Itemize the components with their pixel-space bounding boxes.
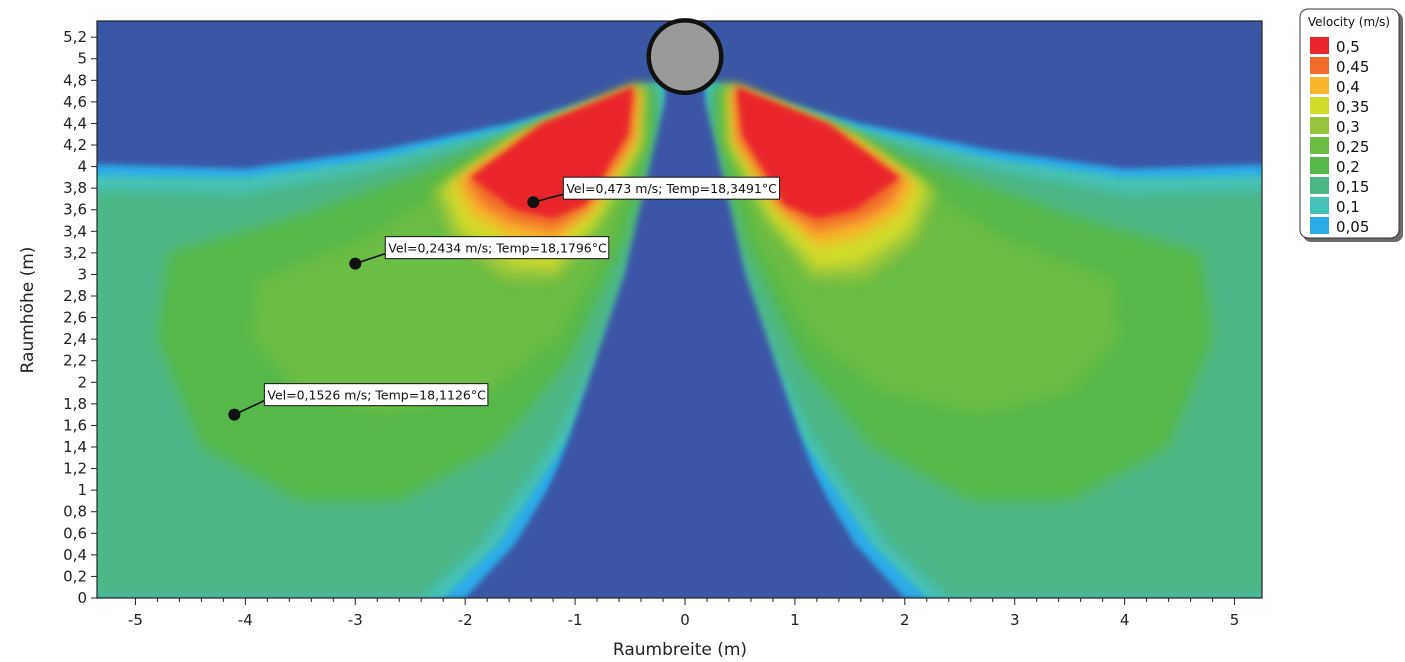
legend-label: 0,05	[1336, 218, 1369, 236]
y-tick-label: 5,2	[63, 28, 87, 46]
legend-label: 0,3	[1336, 118, 1360, 136]
y-tick-label: 1,4	[63, 438, 87, 456]
probe-point	[527, 196, 540, 209]
annotation-text: Vel=0,2434 m/s; Temp=18,1796°C	[388, 241, 607, 256]
y-tick-label: 0,4	[63, 546, 87, 564]
legend-swatch	[1310, 177, 1329, 194]
probe-point	[228, 408, 241, 421]
x-axis-title: Raumbreite (m)	[613, 640, 747, 660]
central-still-air	[509, 85, 861, 598]
annotations: Vel=0,473 m/s; Temp=18,3491°C Vel=0,2434 …	[228, 176, 781, 421]
legend-entry: 0,05	[1310, 217, 1369, 236]
legend-title: Velocity (m/s)	[1308, 15, 1390, 29]
legend-entry: 0,2	[1310, 157, 1360, 176]
y-tick-label: 0	[77, 589, 87, 607]
y-tick-label: 1	[77, 481, 87, 499]
legend-entry: 0,35	[1310, 97, 1369, 116]
legend-swatch	[1310, 217, 1329, 234]
x-tick-label: -4	[238, 611, 253, 629]
legend-entry: 0,1	[1310, 197, 1360, 216]
legend-entry: 0,15	[1310, 177, 1369, 196]
annotation-box	[384, 236, 610, 260]
legend-label: 0,1	[1336, 198, 1360, 216]
y-tick-label: 3,2	[63, 244, 87, 262]
y-tick-label: 2,2	[63, 352, 87, 370]
annotation-3: Vel=0,1526 m/s; Temp=18,1126°C	[228, 383, 489, 421]
legend-swatch	[1310, 157, 1329, 174]
y-tick-label: 3,4	[63, 222, 87, 240]
y-tick-label: 1,6	[63, 416, 87, 434]
y-tick-label: 4,4	[63, 114, 87, 132]
legend-swatch	[1310, 37, 1329, 54]
legend-swatch	[1310, 197, 1329, 214]
annotation-box	[263, 383, 489, 407]
air-outlet-circle	[646, 18, 724, 96]
y-tick-label: 2	[77, 373, 87, 391]
y-tick-label: 1,8	[63, 395, 87, 413]
x-tick-label: -3	[348, 611, 363, 629]
annotation-2: Vel=0,2434 m/s; Temp=18,1796°C	[349, 236, 610, 270]
legend-entry: 0,25	[1310, 137, 1369, 156]
legend-label: 0,45	[1336, 58, 1369, 76]
plot-area	[97, 21, 1262, 598]
x-tick-label: 3	[1010, 611, 1020, 629]
legend-swatch	[1310, 77, 1329, 94]
legend-label: 0,35	[1336, 98, 1369, 116]
x-tick-label: -2	[458, 611, 473, 629]
y-tick-label: 4,2	[63, 136, 87, 154]
y-tick-label: 5	[77, 50, 87, 68]
annotation-box	[562, 176, 781, 200]
y-tick-label: 1,2	[63, 460, 87, 478]
y-axis-title: Raumhöhe (m)	[18, 247, 38, 374]
legend-label: 0,5	[1336, 38, 1360, 56]
annotation-text: Vel=0,473 m/s; Temp=18,3491°C	[566, 181, 777, 196]
x-tick-label: 5	[1230, 611, 1240, 629]
legend-swatch	[1310, 137, 1329, 154]
y-tick-label: 0,2	[63, 567, 87, 585]
legend-label: 0,4	[1336, 78, 1360, 96]
probe-point	[349, 257, 362, 270]
y-tick-label: 0,6	[63, 524, 87, 542]
y-tick-label: 0,8	[63, 503, 87, 521]
x-tick-label: 0	[680, 611, 690, 629]
y-tick-label: 2,8	[63, 287, 87, 305]
legend-entries: 0,5 0,45 0,4 0,35 0,3 0,25 0,2 0,15 0,1 0,05	[1310, 37, 1369, 236]
y-tick-label: 3,8	[63, 179, 87, 197]
x-tick-label: -1	[568, 611, 583, 629]
outlet-circle-shape	[646, 18, 724, 96]
legend-label: 0,15	[1336, 178, 1369, 196]
x-tick-label: -5	[128, 611, 143, 629]
x-axis: -5 -4 -3 -2 -1 0 1 2 3 4 5	[128, 598, 1239, 629]
y-tick-label: 3	[77, 265, 87, 283]
legend-entry: 0,3	[1310, 117, 1360, 136]
legend-label: 0,25	[1336, 138, 1369, 156]
x-tick-label: 2	[900, 611, 910, 629]
legend-entry: 0,5	[1310, 37, 1360, 56]
annotation-1: Vel=0,473 m/s; Temp=18,3491°C	[527, 176, 781, 209]
legend-swatch	[1310, 57, 1329, 74]
legend-label: 0,2	[1336, 158, 1360, 176]
y-tick-label: 4	[77, 158, 87, 176]
legend-entry: 0,45	[1310, 57, 1369, 76]
annotation-text: Vel=0,1526 m/s; Temp=18,1126°C	[267, 388, 486, 403]
y-axis: 0 0,2 0,4 0,6 0,8 1 1,2 1,4 1,6 1,8 2 2,2 2,4 2,6 2,8 3…	[63, 28, 97, 607]
legend-entry: 0,4	[1310, 77, 1360, 96]
y-tick-label: 2,4	[63, 330, 87, 348]
legend: Velocity (m/s) 0,50,450,40,350,30,250,20…	[1299, 8, 1403, 242]
y-tick-label: 4,8	[63, 71, 87, 89]
y-tick-label: 4,6	[63, 93, 87, 111]
x-tick-label: 4	[1120, 611, 1130, 629]
y-tick-label: 2,6	[63, 309, 87, 327]
legend-swatch	[1310, 117, 1329, 134]
x-tick-label: 1	[790, 611, 800, 629]
legend-swatch	[1310, 97, 1329, 114]
y-tick-label: 3,6	[63, 201, 87, 219]
